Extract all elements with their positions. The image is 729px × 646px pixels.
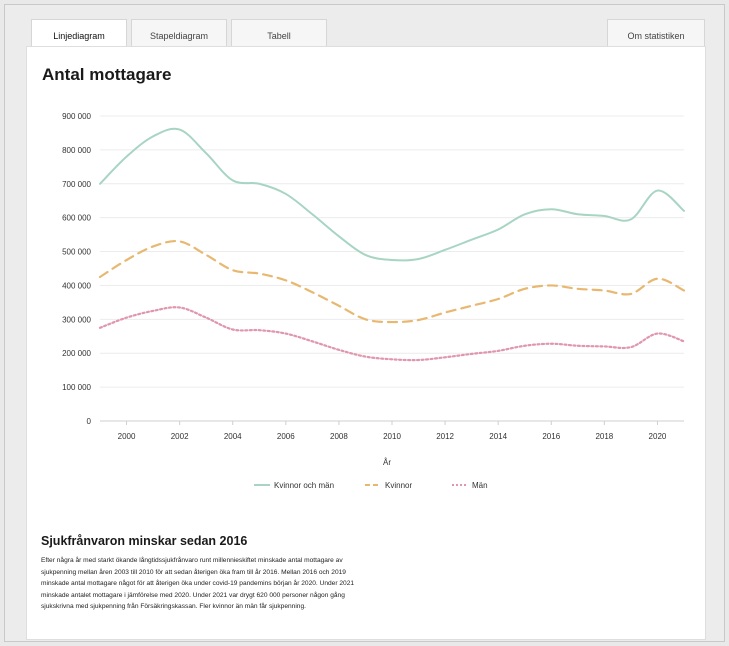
- legend-label: Kvinnor och män: [274, 481, 334, 490]
- chart-title: Antal mottagare: [42, 65, 172, 84]
- y-tick-label: 600 000: [62, 214, 91, 223]
- x-tick-label: 2016: [542, 432, 560, 441]
- article-line: minskade antal mottagare något för att å…: [41, 580, 355, 588]
- y-tick-label: 300 000: [62, 315, 91, 324]
- x-tick-label: 2002: [171, 432, 189, 441]
- about-statistics-label: Om statistiken: [627, 31, 685, 41]
- x-axis-label: År: [383, 458, 391, 467]
- article-line: minskade antalet mottagare i jämförelse …: [41, 591, 345, 599]
- line-chart: 0 100 000 200 000 300 000 400 000 500 000 600 …: [62, 112, 686, 490]
- y-tick-label: 200 000: [62, 349, 91, 358]
- article-line: sjukskrivna med sjukpenning från Försäkr…: [41, 603, 306, 611]
- article-line: Efter några år med starkt ökande långtid…: [41, 557, 343, 564]
- tab-bar-chart-label: Stapeldiagram: [149, 31, 209, 41]
- x-tick-label: 2000: [118, 432, 136, 441]
- legend-label: Män: [472, 481, 488, 490]
- y-tick-label: 500 000: [62, 248, 91, 257]
- series-line-0: [99, 127, 685, 262]
- legend-label: Kvinnor: [385, 481, 412, 490]
- x-tick-label: 2008: [330, 432, 348, 441]
- tab-line-chart-label: Linjediagram: [53, 31, 105, 41]
- y-tick-label: 0: [87, 417, 92, 426]
- article-line: sjukpenning mellan åren 2003 till 2010 f…: [41, 568, 346, 576]
- y-tick-label: 400 000: [62, 281, 91, 290]
- x-tick-label: 2014: [489, 432, 507, 441]
- series-line-2: [98, 306, 686, 362]
- article-body: Efter några år med starkt ökande långtid…: [41, 555, 471, 613]
- chart-panel: Antal mottagare 0 100 000 200 000 300 000 40…: [26, 46, 706, 640]
- article-heading: Sjukfrånvaron minskar sedan 2016: [41, 534, 248, 548]
- y-tick-label: 100 000: [62, 383, 91, 392]
- x-tick-label: 2018: [595, 432, 613, 441]
- x-tick-label: 2010: [383, 432, 401, 441]
- y-tick-label: 900 000: [62, 112, 91, 121]
- y-tick-label: 800 000: [62, 146, 91, 155]
- series-line-1: [98, 239, 686, 324]
- y-tick-label: 700 000: [62, 180, 91, 189]
- x-tick-label: 2012: [436, 432, 454, 441]
- x-tick-label: 2020: [649, 432, 667, 441]
- x-tick-label: 2006: [277, 432, 295, 441]
- x-tick-label: 2004: [224, 432, 242, 441]
- tab-table-label: Tabell: [267, 31, 291, 41]
